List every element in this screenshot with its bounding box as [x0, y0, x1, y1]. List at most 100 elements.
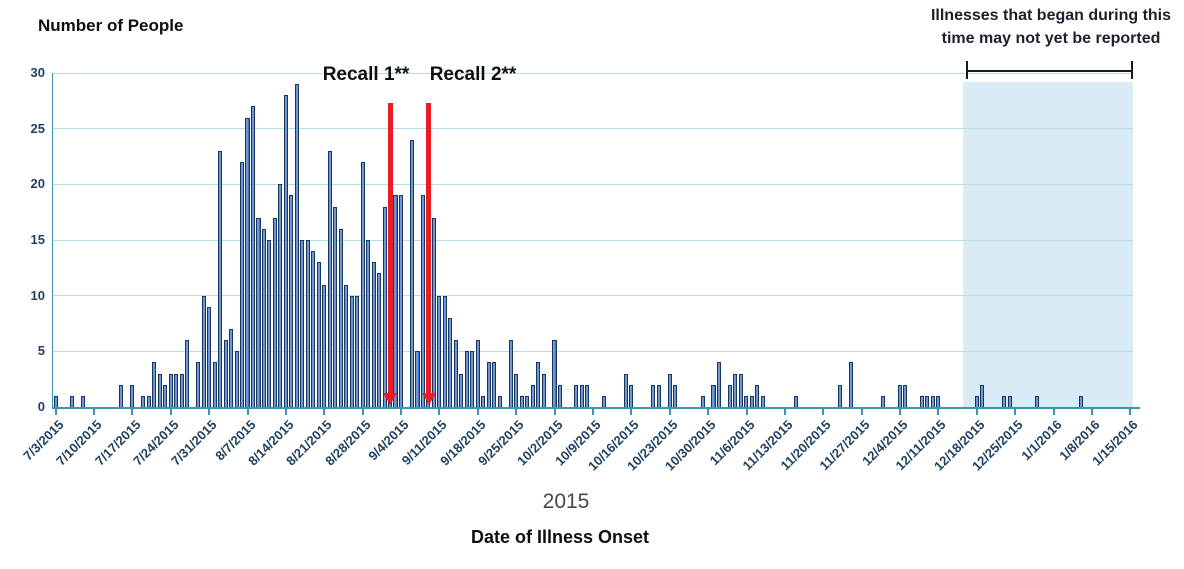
bar [311, 251, 316, 407]
bar [738, 373, 743, 407]
bar [727, 384, 732, 407]
y-tick-label: 15 [30, 232, 45, 247]
bar [130, 384, 135, 407]
bar [409, 139, 415, 407]
x-tick [246, 408, 249, 415]
bar [344, 284, 349, 407]
bar [393, 195, 398, 407]
bar [278, 184, 283, 407]
bar [256, 217, 261, 407]
bar [239, 162, 245, 407]
bar [437, 295, 442, 407]
bar [711, 384, 716, 407]
bar [141, 395, 146, 407]
bar [196, 362, 201, 407]
bar [700, 395, 705, 407]
y-tick-label: 25 [30, 120, 45, 136]
bar [223, 340, 228, 407]
bar [744, 395, 749, 407]
bar [448, 317, 453, 407]
bar [936, 395, 941, 407]
x-tick [1052, 408, 1055, 415]
bar [1034, 395, 1039, 407]
bar [229, 329, 234, 407]
bar [453, 340, 458, 407]
bar [536, 362, 541, 407]
y-tick-label: 5 [37, 343, 45, 359]
bar [119, 384, 124, 407]
bar [355, 295, 360, 407]
bar [431, 217, 436, 407]
bar [716, 362, 722, 407]
bar [793, 395, 798, 407]
bar [234, 351, 239, 407]
x-tick [592, 408, 594, 415]
bar [629, 384, 634, 407]
x-tick [860, 408, 863, 415]
bracket-cap-right [1131, 61, 1133, 79]
x-tick [400, 408, 403, 415]
x-tick [1090, 408, 1093, 415]
bar [382, 206, 387, 407]
bar [1002, 395, 1007, 407]
gridline [53, 72, 1133, 74]
x-tick [361, 408, 364, 415]
bar [261, 228, 266, 407]
annotation-line-1: Illnesses that began during this [930, 7, 1172, 24]
bar [163, 384, 168, 407]
bar [70, 395, 75, 407]
bar [508, 340, 513, 407]
bar [146, 395, 151, 407]
bar [338, 228, 343, 407]
bar [848, 362, 853, 407]
x-tick [745, 408, 748, 415]
bar [470, 351, 475, 407]
bar [398, 195, 404, 407]
x-tick [93, 408, 96, 415]
bar [267, 240, 272, 407]
x-tick [553, 408, 556, 415]
bar [651, 384, 656, 407]
bar [530, 384, 535, 407]
bar [283, 95, 288, 407]
y-tick-label: 30 [30, 65, 45, 80]
bar [377, 273, 382, 407]
x-tick [208, 408, 211, 415]
bar [322, 284, 327, 407]
bar [897, 384, 902, 407]
y-tick-label: 0 [37, 399, 45, 414]
bar [980, 384, 985, 407]
bar [623, 373, 628, 407]
bar [755, 384, 760, 407]
x-tick [707, 408, 710, 415]
x-tick [668, 408, 671, 415]
gridline [53, 350, 1133, 352]
bar [250, 106, 256, 407]
not-yet-reported-region [963, 82, 1133, 407]
x-tick [1014, 408, 1017, 415]
y-axis-spine [51, 73, 53, 409]
bar [925, 395, 930, 407]
recall-2-label: Recall 2** [429, 64, 517, 85]
bar [371, 262, 376, 407]
x-tick [822, 408, 825, 415]
bar [601, 395, 606, 407]
recall-arrow-1 [383, 393, 398, 405]
bar [1078, 395, 1083, 407]
recall-1-label: Recall 1** [322, 64, 410, 85]
bar [360, 162, 365, 407]
x-tick [937, 408, 940, 415]
bar [475, 340, 480, 407]
bar [552, 340, 557, 407]
bar [152, 362, 157, 407]
bar [749, 395, 754, 407]
bar [53, 395, 58, 407]
bar [486, 362, 491, 407]
bar [557, 384, 563, 407]
x-tick [899, 408, 901, 415]
bar [201, 295, 206, 407]
bar [585, 384, 590, 407]
bar [305, 240, 310, 407]
bar [272, 217, 277, 407]
